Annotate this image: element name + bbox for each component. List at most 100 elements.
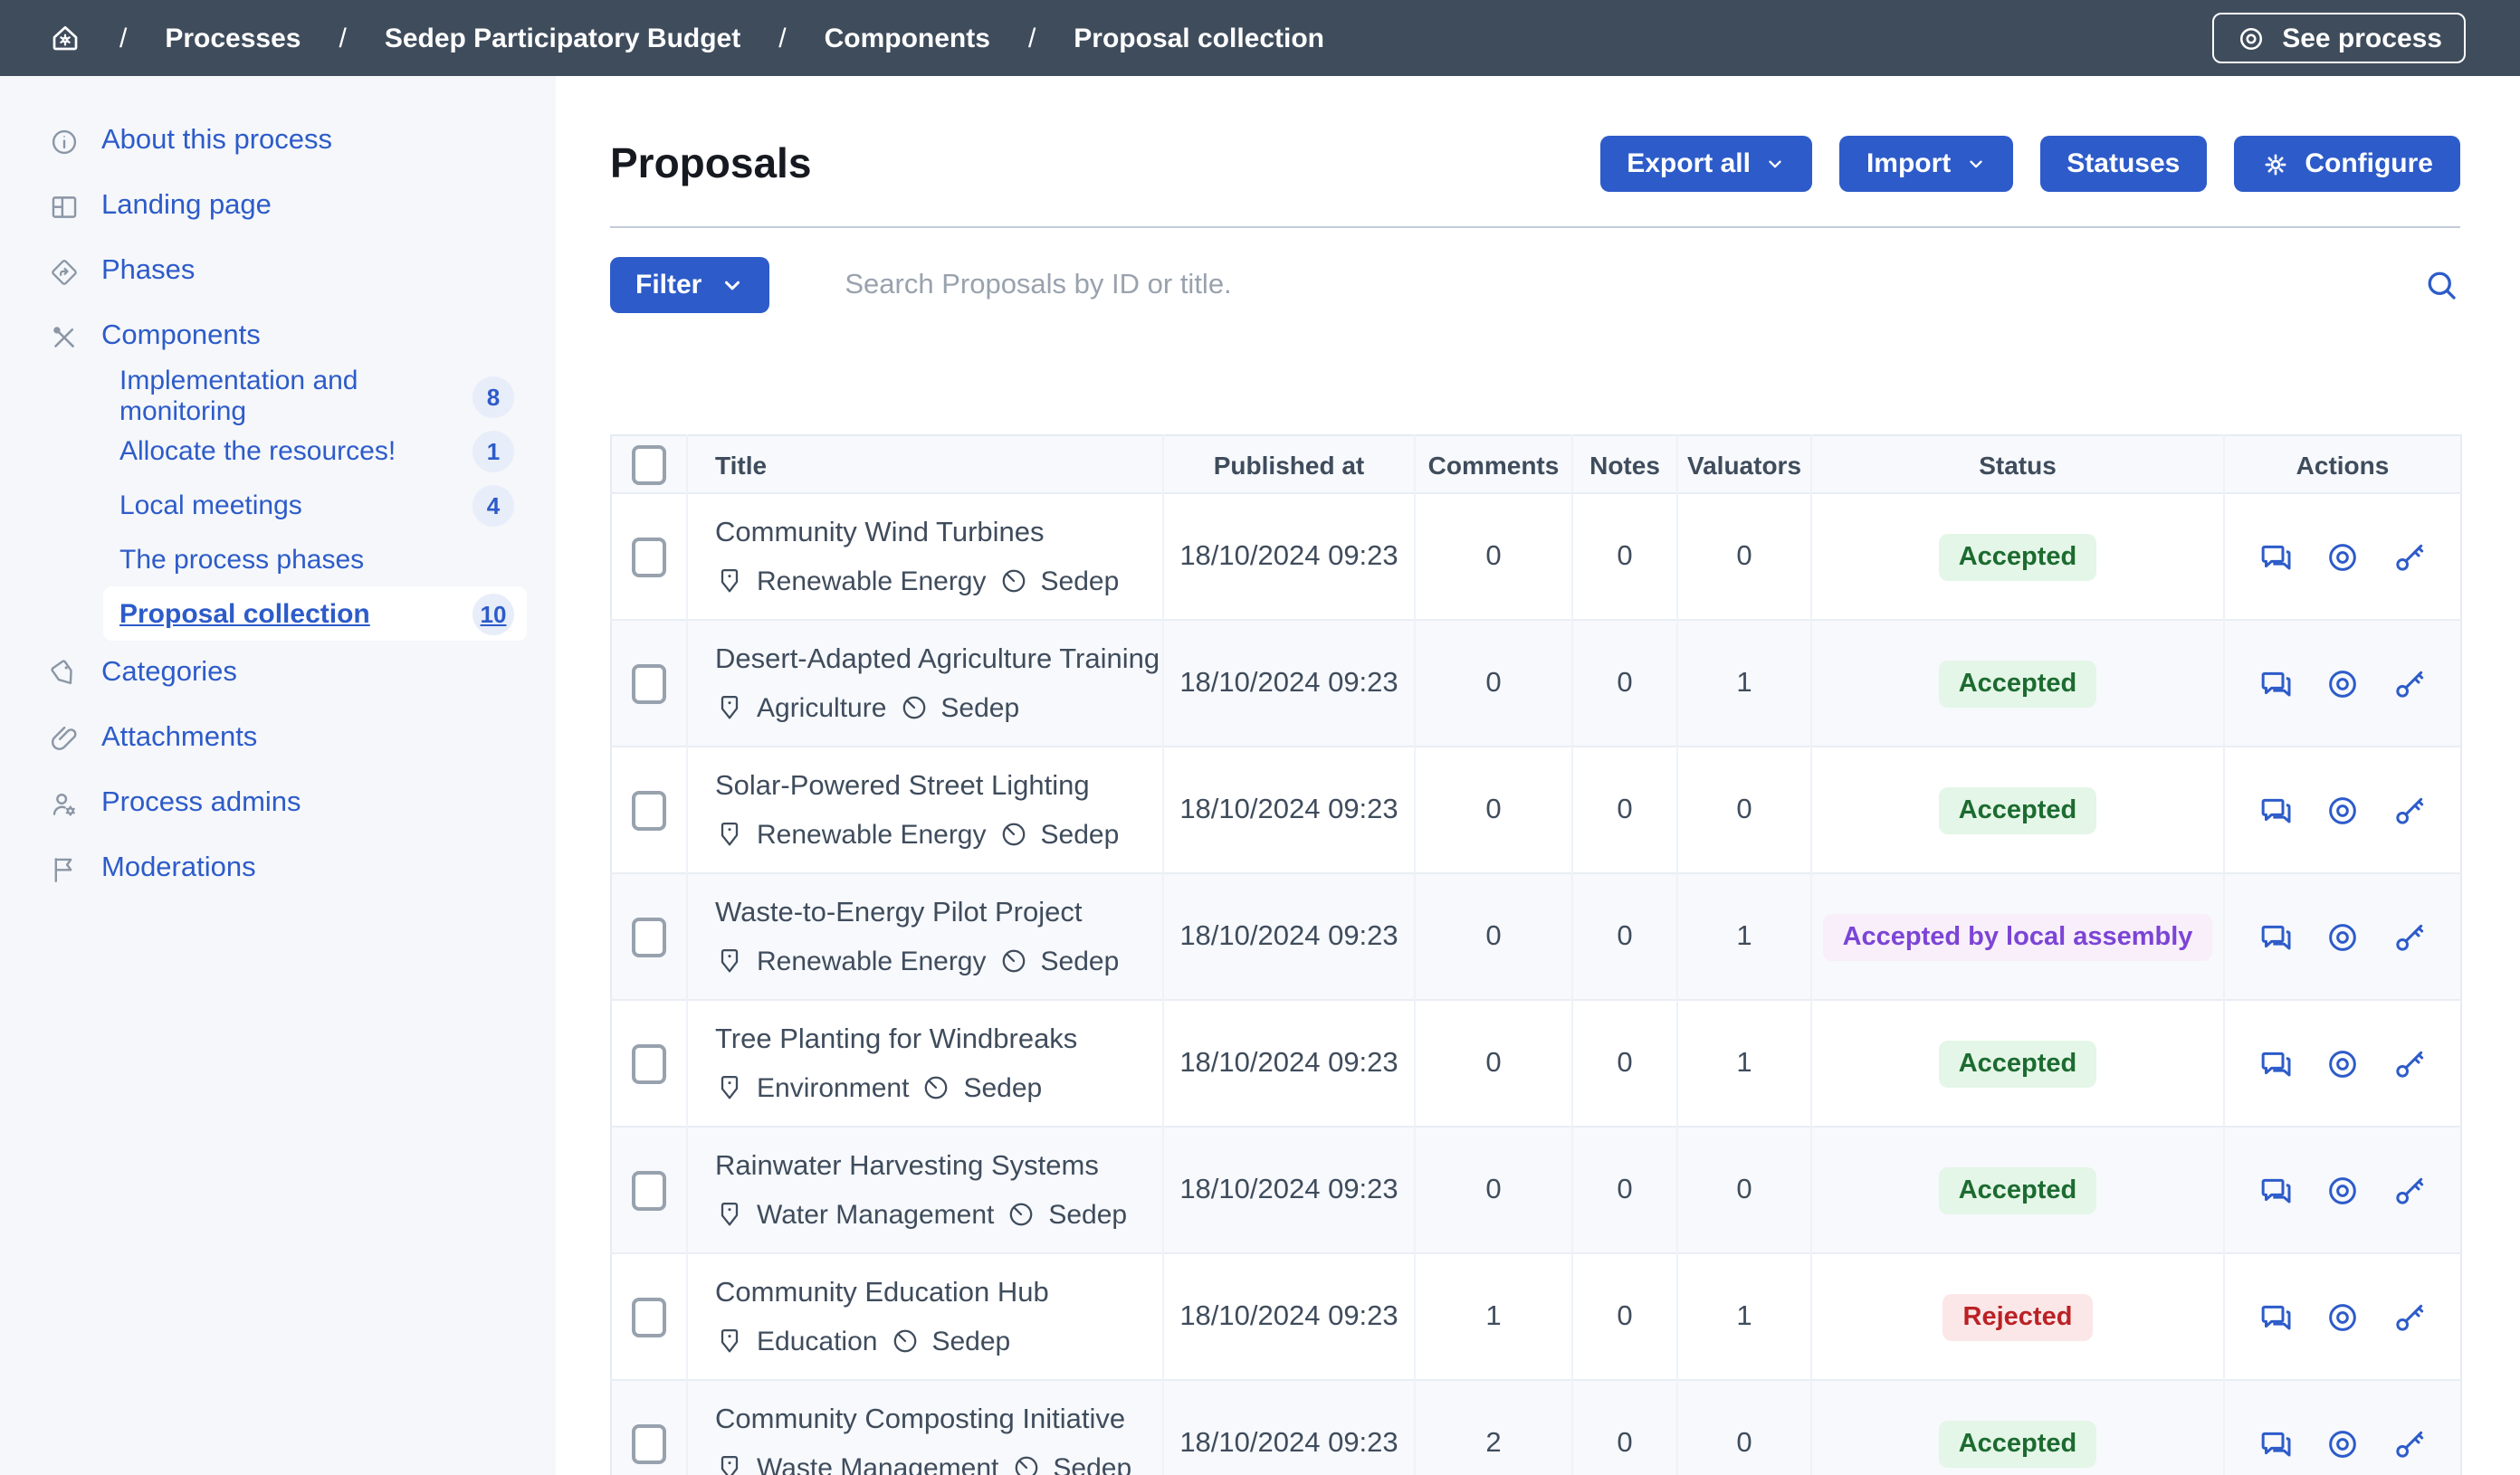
sidebar-item-components[interactable]: Components [0,304,556,369]
export-all-label: Export all [1627,148,1751,179]
sidebar-item-phases[interactable]: Phases [0,239,556,304]
sidebar-item-moderations[interactable]: Moderations [0,836,556,901]
filter-button[interactable]: Filter [610,257,769,313]
sidebar-item-about-this-process[interactable]: About this process [0,109,556,174]
notes-count: 0 [1571,620,1677,747]
proposal-scope: Sedep [940,692,1020,723]
permissions-key-icon[interactable] [2392,1172,2429,1208]
breadcrumb-components[interactable]: Components [824,23,990,53]
permissions-key-icon[interactable] [2392,1299,2429,1335]
sidebar-item-categories[interactable]: Categories [0,641,556,706]
statuses-button[interactable]: Statuses [2039,136,2208,192]
table-row: Tree Planting for Windbreaks Environment… [611,1000,2461,1127]
see-process-button[interactable]: See process [2211,13,2466,63]
row-checkbox[interactable] [632,790,666,830]
row-checkbox[interactable] [632,663,666,703]
sidebar-subitem-local-meetings[interactable]: Local meetings 4 [103,478,527,532]
select-all-checkbox[interactable] [632,444,666,484]
row-checkbox[interactable] [632,1297,666,1337]
proposal-scope: Sedep [1048,1199,1128,1230]
answer-proposal-icon[interactable] [2257,1172,2293,1208]
published-at-cell: 18/10/2024 09:23 [1162,1127,1415,1253]
permissions-key-icon[interactable] [2392,792,2429,828]
scope-icon [999,820,1028,849]
breadcrumb-processes[interactable]: Processes [165,23,301,53]
row-checkbox[interactable] [632,1423,666,1463]
answer-proposal-icon[interactable] [2257,918,2293,955]
proposal-title[interactable]: Tree Planting for Windbreaks [715,1023,1078,1054]
status-badge: Accepted [1938,786,2097,833]
column-header-actions: Actions [2223,435,2461,493]
proposal-title[interactable]: Waste-to-Energy Pilot Project [715,897,1083,928]
permissions-key-icon[interactable] [2392,918,2429,955]
row-checkbox[interactable] [632,917,666,956]
search-input[interactable] [841,267,2401,303]
export-all-button[interactable]: Export all [1599,136,1812,192]
sidebar-subitem-label: Local meetings [119,490,302,520]
chevron-down-icon [1765,154,1785,174]
preview-proposal-icon[interactable] [2324,665,2361,701]
proposal-category: Renewable Energy [757,819,987,850]
preview-proposal-icon[interactable] [2324,1045,2361,1081]
preview-proposal-icon[interactable] [2324,792,2361,828]
search-icon[interactable] [2422,266,2460,304]
scope-icon [999,566,1028,595]
published-at-cell: 18/10/2024 09:23 [1162,1000,1415,1127]
comments-count: 1 [1414,1253,1572,1380]
sidebar-item-process-admins[interactable]: Process admins [0,771,556,836]
sidebar-subitem-implementation-and-monitoring[interactable]: Implementation and monitoring 8 [103,366,527,427]
answer-proposal-icon[interactable] [2257,1299,2293,1335]
proposal-title[interactable]: Solar-Powered Street Lighting [715,770,1090,801]
breadcrumb-process-name[interactable]: Sedep Participatory Budget [384,23,741,53]
row-checkbox[interactable] [632,537,666,576]
proposal-title[interactable]: Community Composting Initiative [715,1404,1126,1434]
row-checkbox[interactable] [632,1170,666,1210]
gear-icon [2261,149,2290,178]
tag-icon [715,947,744,975]
scope-icon [921,1073,950,1102]
tag-icon [715,566,744,595]
layout-icon [49,191,80,222]
import-button[interactable]: Import [1838,136,2013,192]
permissions-key-icon[interactable] [2392,665,2429,701]
proposal-title[interactable]: Desert-Adapted Agriculture Training [715,643,1160,674]
row-checkbox[interactable] [632,1043,666,1083]
answer-proposal-icon[interactable] [2257,665,2293,701]
notes-count: 0 [1571,873,1677,1000]
valuators-count: 0 [1676,1127,1811,1253]
preview-proposal-icon[interactable] [2324,1172,2361,1208]
answer-proposal-icon[interactable] [2257,1425,2293,1461]
sidebar-subitem-proposal-collection[interactable]: Proposal collection 10 [103,586,527,641]
sidebar-item-landing-page[interactable]: Landing page [0,174,556,239]
preview-proposal-icon[interactable] [2324,918,2361,955]
status-badge: Accepted [1938,1166,2097,1213]
breadcrumb-proposal-collection[interactable]: Proposal collection [1074,23,1325,53]
answer-proposal-icon[interactable] [2257,538,2293,575]
preview-proposal-icon[interactable] [2324,1299,2361,1335]
configure-button[interactable]: Configure [2234,136,2460,192]
preview-proposal-icon[interactable] [2324,538,2361,575]
answer-proposal-icon[interactable] [2257,792,2293,828]
permissions-key-icon[interactable] [2392,1045,2429,1081]
valuators-count: 1 [1676,620,1811,747]
proposal-title[interactable]: Community Wind Turbines [715,517,1045,547]
permissions-key-icon[interactable] [2392,538,2429,575]
scope-icon [999,947,1028,975]
sidebar-item-attachments[interactable]: Attachments [0,706,556,771]
table-row: Waste-to-Energy Pilot Project Renewable … [611,873,2461,1000]
sidebar-subitem-allocate-the-resources-[interactable]: Allocate the resources! 1 [103,423,527,478]
answer-proposal-icon[interactable] [2257,1045,2293,1081]
sidebar-subitem-the-process-phases[interactable]: The process phases [103,532,527,586]
permissions-key-icon[interactable] [2392,1425,2429,1461]
comments-count: 0 [1414,1127,1572,1253]
content-header: Proposals Export all Import [610,76,2460,228]
comments-count: 0 [1414,1000,1572,1127]
home-icon[interactable] [49,22,81,54]
proposal-title[interactable]: Community Education Hub [715,1277,1049,1308]
breadcrumb-separator: / [339,23,347,53]
proposal-title[interactable]: Rainwater Harvesting Systems [715,1150,1099,1181]
proposal-scope: Sedep [931,1326,1011,1356]
chevron-down-icon [1965,154,1985,174]
preview-proposal-icon[interactable] [2324,1425,2361,1461]
